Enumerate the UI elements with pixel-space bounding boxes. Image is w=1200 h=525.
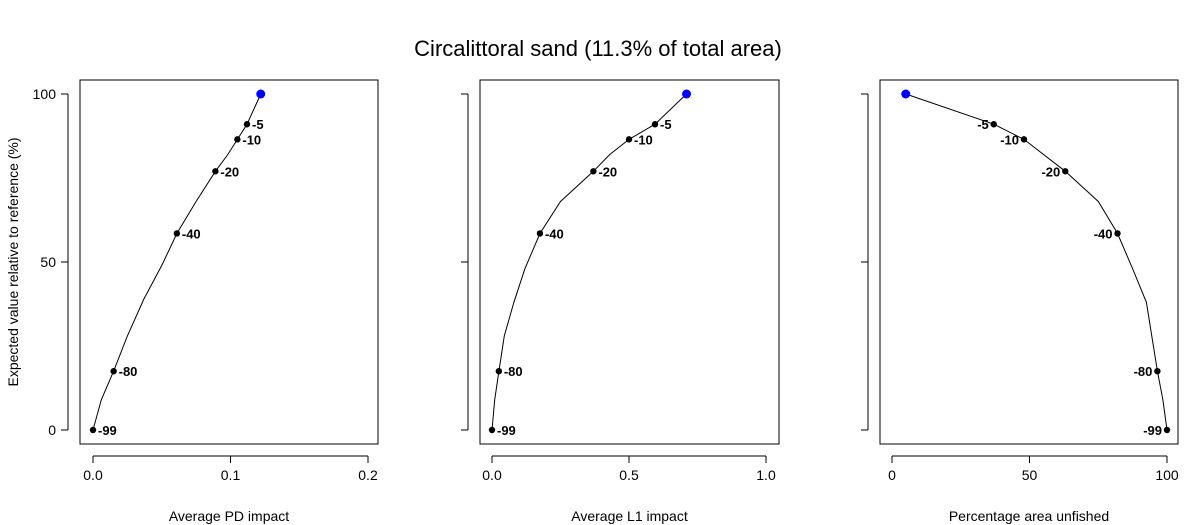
x-tick-label: 50 (1022, 467, 1038, 483)
y-axis-label: Expected value relative to reference (%) (5, 137, 21, 386)
data-point (1163, 426, 1171, 434)
point-label: -5 (660, 117, 672, 132)
panel-1: 0.0 0.1 0.2 0 50 100 Average PD impact Expected… (5, 79, 379, 524)
point-label: -99 (98, 423, 117, 438)
data-point (1154, 368, 1161, 375)
x-tick-label: 1.0 (756, 467, 776, 483)
data-point (990, 121, 997, 128)
x-axis-label: Average L1 impact (571, 508, 688, 524)
plot-frame (79, 79, 379, 445)
current-state-point (256, 89, 266, 99)
x-tick-label: 0.5 (619, 467, 639, 483)
data-point (173, 230, 181, 237)
x-tick-label: 0.1 (221, 467, 241, 483)
panel-2: 0.0 0.5 1.0 Average L1 impact -5 -10 -20 -40 -80… (461, 79, 780, 524)
point-label: -5 (977, 117, 989, 132)
x-axis-label: Percentage area unfished (949, 508, 1109, 524)
data-point (212, 168, 219, 175)
plot-frame (879, 79, 1179, 445)
data-point (234, 136, 241, 143)
series-line (905, 93, 1168, 431)
x-axis-label: Average PD impact (169, 508, 289, 524)
point-label: -99 (1143, 423, 1162, 438)
y-tick-label: 50 (40, 254, 56, 270)
data-point (488, 426, 496, 434)
panel-3: 0 50 100 Percentage area unfished -5 -10 -20 -4… (861, 79, 1179, 524)
x-tick-label: 0.0 (83, 467, 103, 483)
data-point (110, 368, 117, 375)
data-point (89, 426, 97, 434)
data-point (590, 168, 597, 175)
chart-panels: 0.0 0.1 0.2 0 50 100 Average PD impact Expected… (5, 79, 1179, 524)
x-tick-label: 0.0 (482, 467, 502, 483)
plot-frame (479, 79, 780, 445)
x-tick-label: 0 (888, 467, 896, 483)
x-tick-label: 0.2 (358, 467, 378, 483)
y-tick-label: 100 (33, 86, 57, 102)
x-tick-label: 100 (1155, 467, 1179, 483)
current-state-point (901, 89, 911, 99)
data-point (1020, 136, 1028, 143)
data-point (651, 121, 659, 128)
y-tick-label: 0 (48, 422, 56, 438)
data-point (1114, 230, 1121, 237)
point-label: -5 (252, 117, 264, 132)
point-label: -10 (634, 132, 653, 147)
point-label: -99 (497, 423, 516, 438)
point-label: -20 (1041, 164, 1060, 179)
data-point (536, 230, 544, 237)
point-label: -20 (598, 164, 617, 179)
point-label: -40 (182, 226, 201, 241)
data-point (495, 368, 503, 375)
series-line (491, 93, 687, 431)
data-point (625, 136, 633, 143)
point-label: -20 (220, 164, 239, 179)
point-label: -80 (1134, 364, 1153, 379)
chart-title: Circalittoral sand (11.3% of total area) (414, 36, 782, 61)
current-state-point (682, 89, 692, 99)
point-label: -10 (1000, 132, 1019, 147)
data-point (243, 121, 251, 128)
point-label: -10 (242, 132, 261, 147)
point-label: -40 (545, 226, 564, 241)
point-label: -80 (504, 364, 523, 379)
point-label: -40 (1094, 226, 1113, 241)
data-point (1062, 168, 1069, 175)
point-label: -80 (119, 364, 138, 379)
series-line (92, 93, 262, 431)
